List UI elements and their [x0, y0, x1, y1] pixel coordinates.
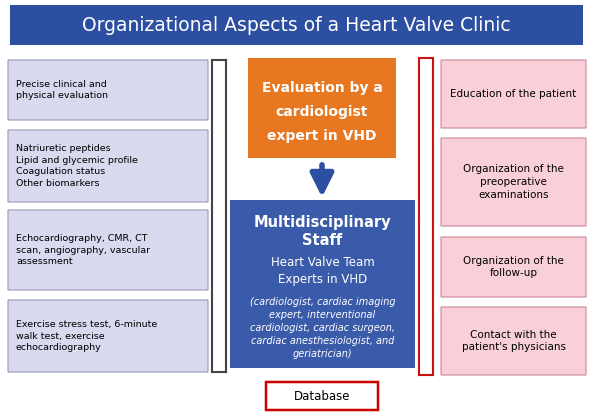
- FancyBboxPatch shape: [8, 130, 208, 202]
- FancyBboxPatch shape: [248, 58, 396, 158]
- FancyBboxPatch shape: [441, 237, 586, 297]
- Text: Database: Database: [294, 389, 350, 403]
- FancyBboxPatch shape: [8, 210, 208, 290]
- Text: Contact with the
patient's physicians: Contact with the patient's physicians: [461, 330, 566, 352]
- Text: Natriuretic peptides
Lipid and glycemic profile
Coagulation status
Other biomark: Natriuretic peptides Lipid and glycemic …: [16, 144, 138, 188]
- Text: Heart Valve Team: Heart Valve Team: [270, 255, 374, 269]
- Text: Organization of the
follow-up: Organization of the follow-up: [463, 255, 564, 279]
- Text: Organization of the
preoperative
examinations: Organization of the preoperative examina…: [463, 164, 564, 200]
- Text: Staff: Staff: [302, 232, 343, 248]
- Text: Exercise stress test, 6-minute
walk test, exercise
echocardiography: Exercise stress test, 6-minute walk test…: [16, 320, 157, 352]
- Text: Echocardiography, CMR, CT
scan, angiography, vascular
assessment: Echocardiography, CMR, CT scan, angiogra…: [16, 234, 150, 266]
- FancyBboxPatch shape: [8, 60, 208, 120]
- Text: Multidisciplinary: Multidisciplinary: [254, 215, 391, 229]
- FancyBboxPatch shape: [266, 382, 378, 410]
- FancyBboxPatch shape: [441, 307, 586, 375]
- FancyBboxPatch shape: [8, 300, 208, 372]
- FancyBboxPatch shape: [441, 138, 586, 226]
- Text: Education of the patient: Education of the patient: [450, 89, 576, 99]
- Text: cardiologist: cardiologist: [276, 105, 368, 119]
- Text: Organizational Aspects of a Heart Valve Clinic: Organizational Aspects of a Heart Valve …: [82, 16, 511, 35]
- Text: Evaluation by a: Evaluation by a: [262, 81, 382, 95]
- Text: (cardiologist, cardiac imaging
expert, interventional
cardiologist, cardiac surg: (cardiologist, cardiac imaging expert, i…: [250, 297, 396, 358]
- FancyBboxPatch shape: [441, 60, 586, 128]
- FancyBboxPatch shape: [230, 200, 415, 368]
- Text: Experts in VHD: Experts in VHD: [278, 274, 367, 286]
- Text: Precise clinical and
physical evaluation: Precise clinical and physical evaluation: [16, 80, 108, 101]
- FancyBboxPatch shape: [10, 5, 583, 45]
- Text: expert in VHD: expert in VHD: [267, 129, 377, 143]
